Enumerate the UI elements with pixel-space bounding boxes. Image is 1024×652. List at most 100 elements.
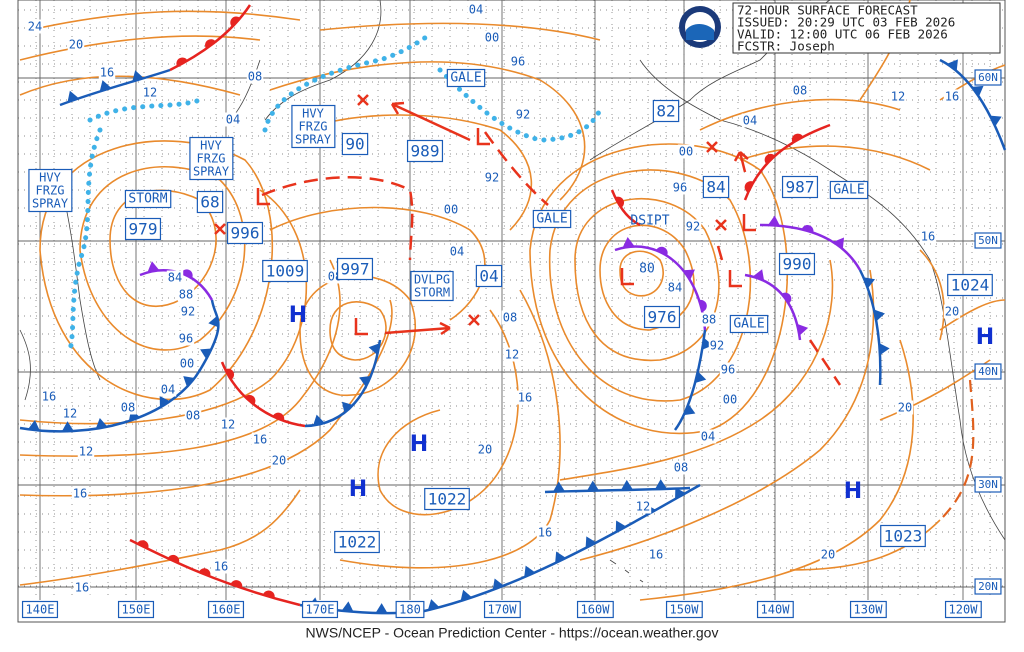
cold-front-symbol bbox=[427, 599, 440, 611]
isobar-label: 88 bbox=[179, 288, 193, 302]
pressure-label: 1009 bbox=[266, 262, 305, 281]
isobar-label: 92 bbox=[686, 220, 700, 234]
annotation: GALE bbox=[536, 212, 567, 227]
isobar-label: 12 bbox=[63, 407, 77, 421]
header-line: VALID: 12:00 UTC 06 FEB 2026 bbox=[737, 27, 948, 42]
cold-front-symbol bbox=[67, 90, 79, 103]
isobar-label: 92 bbox=[710, 339, 724, 353]
ice-edges bbox=[67, 32, 603, 353]
annotation-line: FRZG bbox=[299, 120, 328, 134]
annotation-line: SPRAY bbox=[32, 197, 69, 211]
isobar-label-bg bbox=[483, 170, 501, 185]
isobar-label: 12 bbox=[891, 90, 905, 104]
isobar-label-bg bbox=[536, 525, 554, 540]
annotation-box bbox=[28, 168, 73, 213]
cold-front-symbol bbox=[971, 85, 984, 97]
cold-front-symbol bbox=[879, 343, 890, 356]
cold-front-symbol bbox=[833, 237, 845, 250]
warm-front-symbol bbox=[781, 292, 792, 304]
pressure-label-box bbox=[341, 132, 369, 156]
high-center: H bbox=[844, 479, 862, 504]
latitude-label-box bbox=[974, 578, 1002, 595]
latitude-label: 50N bbox=[978, 234, 998, 247]
warm-front-symbol bbox=[744, 181, 754, 193]
warm-front-symbol bbox=[230, 580, 243, 589]
cold-front-symbol bbox=[61, 421, 74, 432]
cold-front-symbol bbox=[990, 115, 1002, 127]
annotation: STORM bbox=[128, 192, 167, 207]
isobar-label: 00 bbox=[444, 203, 458, 217]
warm-front-symbol bbox=[699, 299, 707, 312]
isobar-label: 84 bbox=[168, 271, 182, 285]
isobar-label: 20 bbox=[69, 38, 83, 52]
latitude-label-box bbox=[974, 232, 1002, 249]
warm-front-symbol bbox=[614, 196, 624, 208]
isobar-label: 92 bbox=[181, 305, 195, 319]
isobar-label: 16 bbox=[945, 90, 959, 104]
isobar-label-bg bbox=[159, 382, 177, 397]
longitude-label-box bbox=[576, 600, 614, 619]
isobar-label: 04 bbox=[701, 430, 715, 444]
high-center: H bbox=[349, 477, 367, 502]
cold-front-symbol bbox=[95, 417, 108, 429]
cold-front bbox=[939, 58, 1007, 151]
longitude-label: 140W bbox=[761, 603, 791, 617]
isobar-label-bg bbox=[184, 408, 202, 423]
pressure-label: 1022 bbox=[428, 490, 467, 509]
isobar-label-bg bbox=[270, 453, 288, 468]
pressure-label: 90 bbox=[345, 135, 364, 154]
pressure-label: 1022 bbox=[338, 533, 377, 552]
longitude-label: 150W bbox=[670, 603, 700, 617]
isobar-label-bg bbox=[819, 547, 837, 562]
cold-front-symbol bbox=[552, 481, 565, 492]
isobar-label-bg bbox=[719, 362, 737, 377]
fronts bbox=[19, 4, 1007, 615]
isobar-label-bg bbox=[71, 486, 89, 501]
isobar-label-bg bbox=[700, 312, 718, 327]
longitude-label: 150E bbox=[122, 603, 151, 617]
warm-front-symbol bbox=[801, 224, 814, 233]
isobar-label: 20 bbox=[478, 443, 492, 457]
pressure-label-box bbox=[196, 190, 224, 214]
warm-front-symbol bbox=[198, 568, 211, 577]
cold-front-symbol bbox=[159, 396, 171, 408]
noaa-logo bbox=[679, 6, 721, 48]
cold-front-symbol bbox=[524, 565, 536, 578]
annotation-box bbox=[291, 104, 336, 149]
pressure-label: 989 bbox=[411, 142, 440, 161]
warm-front-symbol bbox=[176, 57, 188, 67]
warm-front-symbol bbox=[225, 368, 234, 380]
isobar-label-bg bbox=[671, 180, 689, 195]
isobar-label: 16 bbox=[42, 390, 56, 404]
isobar-label-bg bbox=[721, 392, 739, 407]
warm-front-symbol bbox=[272, 412, 285, 421]
cold-front-symbol bbox=[873, 309, 885, 322]
cold-front-symbol bbox=[147, 261, 160, 273]
pressure-label: 68 bbox=[200, 193, 219, 212]
isobar-label-bg bbox=[677, 144, 695, 159]
isobar-label: 16 bbox=[73, 487, 87, 501]
cold-front-symbol bbox=[555, 551, 566, 564]
coastlines bbox=[19, 0, 1006, 583]
warm-front-symbol bbox=[137, 540, 149, 549]
longitude-label-box bbox=[207, 600, 245, 619]
header-line: ISSUED: 20:29 UTC 03 FEB 2026 bbox=[737, 15, 955, 30]
cold-front-symbol bbox=[375, 603, 388, 614]
longitude-label-box bbox=[665, 600, 703, 619]
isobar-label: 04 bbox=[450, 245, 464, 259]
cold-front-symbol bbox=[752, 269, 765, 281]
isobar-label: 08 bbox=[503, 311, 517, 325]
isobar-label-bg bbox=[219, 417, 237, 432]
header-box bbox=[732, 2, 1001, 54]
isobar-label: 04 bbox=[743, 114, 757, 128]
longitude-label: 120W bbox=[949, 603, 979, 617]
cold-front-symbol bbox=[200, 348, 212, 360]
isobar-label-bg bbox=[514, 107, 532, 122]
isobar-label: 08 bbox=[793, 84, 807, 98]
isobar-label: 00 bbox=[485, 31, 499, 45]
warm-front-symbol bbox=[205, 39, 216, 49]
cold-front-symbol bbox=[586, 480, 599, 491]
longitude-label-box bbox=[395, 600, 425, 619]
cold-front-symbol bbox=[620, 479, 633, 491]
